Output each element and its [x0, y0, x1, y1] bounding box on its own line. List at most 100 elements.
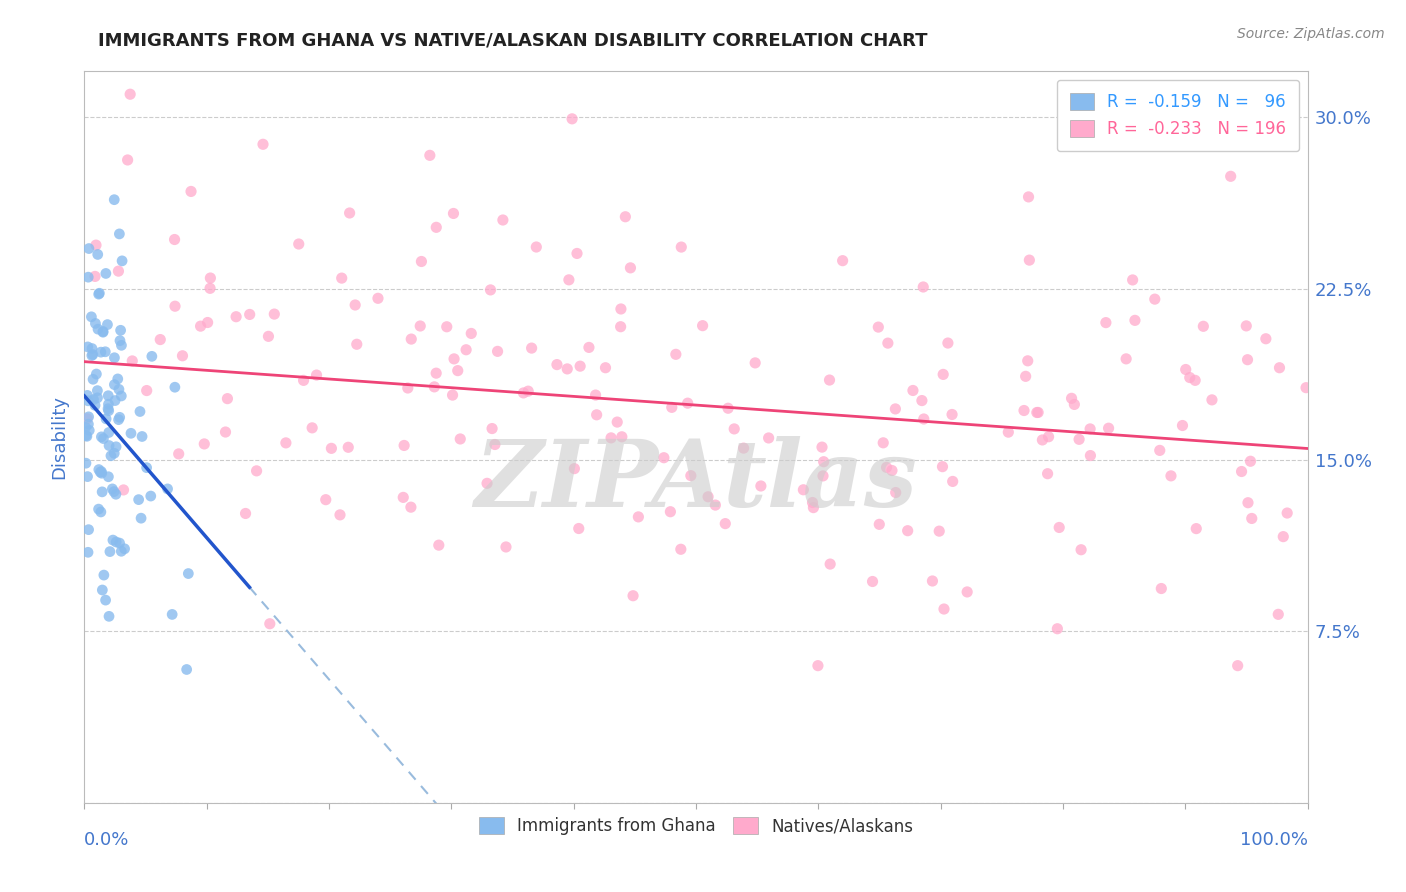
- Point: [239, 308, 262, 322]
- Text: 100.0%: 100.0%: [1240, 830, 1308, 848]
- Point: [108, 382, 131, 396]
- Point: [93, 568, 115, 582]
- Point: [486, 344, 509, 359]
- Point: [1067, 433, 1090, 447]
- Point: [160, 607, 183, 622]
- Point: [108, 227, 131, 241]
- Point: [427, 538, 450, 552]
- Point: [1174, 362, 1197, 376]
- Point: [619, 260, 641, 275]
- Point: [447, 364, 470, 378]
- Point: [1254, 332, 1277, 346]
- Point: [399, 500, 422, 515]
- Point: [76, 469, 98, 483]
- Point: [392, 438, 415, 452]
- Point: [77, 545, 100, 559]
- Point: [87, 502, 110, 516]
- Point: [77, 417, 100, 432]
- Point: [163, 233, 186, 247]
- Point: [423, 380, 446, 394]
- Point: [492, 213, 515, 227]
- Point: [97, 397, 120, 411]
- Point: [610, 301, 633, 316]
- Point: [481, 421, 503, 435]
- Point: [717, 401, 740, 416]
- Point: [932, 602, 955, 616]
- Point: [110, 323, 132, 337]
- Point: [565, 246, 588, 260]
- Point: [197, 316, 219, 330]
- Point: [84, 317, 107, 331]
- Point: [129, 511, 152, 525]
- Point: [546, 358, 568, 372]
- Point: [862, 574, 884, 589]
- Point: [103, 484, 125, 499]
- Point: [87, 462, 110, 476]
- Point: [1078, 422, 1101, 436]
- Point: [425, 366, 447, 380]
- Point: [76, 340, 98, 354]
- Point: [176, 663, 198, 677]
- Point: [163, 299, 186, 313]
- Point: [198, 281, 221, 295]
- Point: [1219, 169, 1241, 184]
- Point: [120, 87, 142, 102]
- Point: [441, 388, 464, 402]
- Point: [105, 535, 128, 549]
- Point: [614, 210, 637, 224]
- Point: [84, 269, 107, 284]
- Point: [94, 267, 117, 281]
- Point: [1178, 370, 1201, 384]
- Point: [103, 377, 125, 392]
- Point: [659, 505, 682, 519]
- Point: [1239, 454, 1261, 468]
- Point: [942, 475, 965, 489]
- Point: [411, 254, 433, 268]
- Point: [1070, 542, 1092, 557]
- Point: [818, 373, 841, 387]
- Point: [1237, 496, 1260, 510]
- Point: [578, 340, 600, 354]
- Point: [460, 326, 482, 341]
- Point: [595, 360, 617, 375]
- Point: [803, 500, 825, 515]
- Y-axis label: Disability: Disability: [51, 395, 69, 479]
- Point: [75, 420, 97, 434]
- Point: [225, 310, 247, 324]
- Point: [449, 432, 471, 446]
- Point: [928, 524, 950, 538]
- Point: [339, 206, 361, 220]
- Point: [569, 359, 592, 373]
- Point: [90, 430, 112, 444]
- Point: [495, 540, 517, 554]
- Point: [1031, 433, 1053, 447]
- Point: [1150, 582, 1173, 596]
- Point: [89, 465, 111, 479]
- Point: [103, 446, 125, 460]
- Point: [758, 431, 780, 445]
- Point: [86, 384, 108, 398]
- Point: [76, 429, 98, 443]
- Point: [872, 435, 894, 450]
- Point: [97, 403, 120, 417]
- Point: [83, 392, 105, 407]
- Point: [149, 333, 172, 347]
- Point: [912, 412, 935, 426]
- Point: [93, 432, 115, 446]
- Point: [167, 447, 190, 461]
- Point: [811, 440, 834, 454]
- Point: [112, 483, 135, 497]
- Point: [884, 485, 907, 500]
- Point: [1192, 319, 1215, 334]
- Point: [868, 320, 890, 334]
- Point: [107, 412, 129, 426]
- Point: [100, 449, 122, 463]
- Point: [749, 479, 772, 493]
- Point: [443, 351, 465, 366]
- Point: [600, 431, 623, 445]
- Point: [76, 388, 98, 402]
- Point: [564, 461, 586, 475]
- Point: [692, 318, 714, 333]
- Point: [912, 280, 935, 294]
- Point: [94, 412, 117, 426]
